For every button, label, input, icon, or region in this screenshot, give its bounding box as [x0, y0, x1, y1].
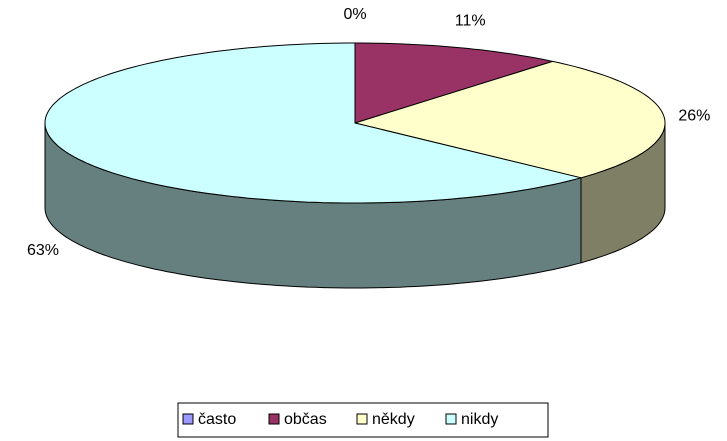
legend-swatch [268, 413, 280, 425]
legend-label: často [198, 411, 236, 428]
legend-label: nikdy [461, 411, 498, 428]
legend-swatch [182, 413, 194, 425]
data-label: 0% [343, 6, 366, 23]
legend-swatch [356, 413, 368, 425]
pie-slice [44, 42, 582, 204]
legend-label: občas [284, 411, 327, 428]
data-label: 11% [455, 13, 486, 30]
data-label: 63% [27, 242, 59, 259]
legend-swatch [445, 413, 457, 425]
legend-label: někdy [372, 411, 415, 428]
data-label: 26% [678, 107, 710, 124]
pie-slice [354, 42, 555, 124]
pie-slice [353, 60, 666, 179]
